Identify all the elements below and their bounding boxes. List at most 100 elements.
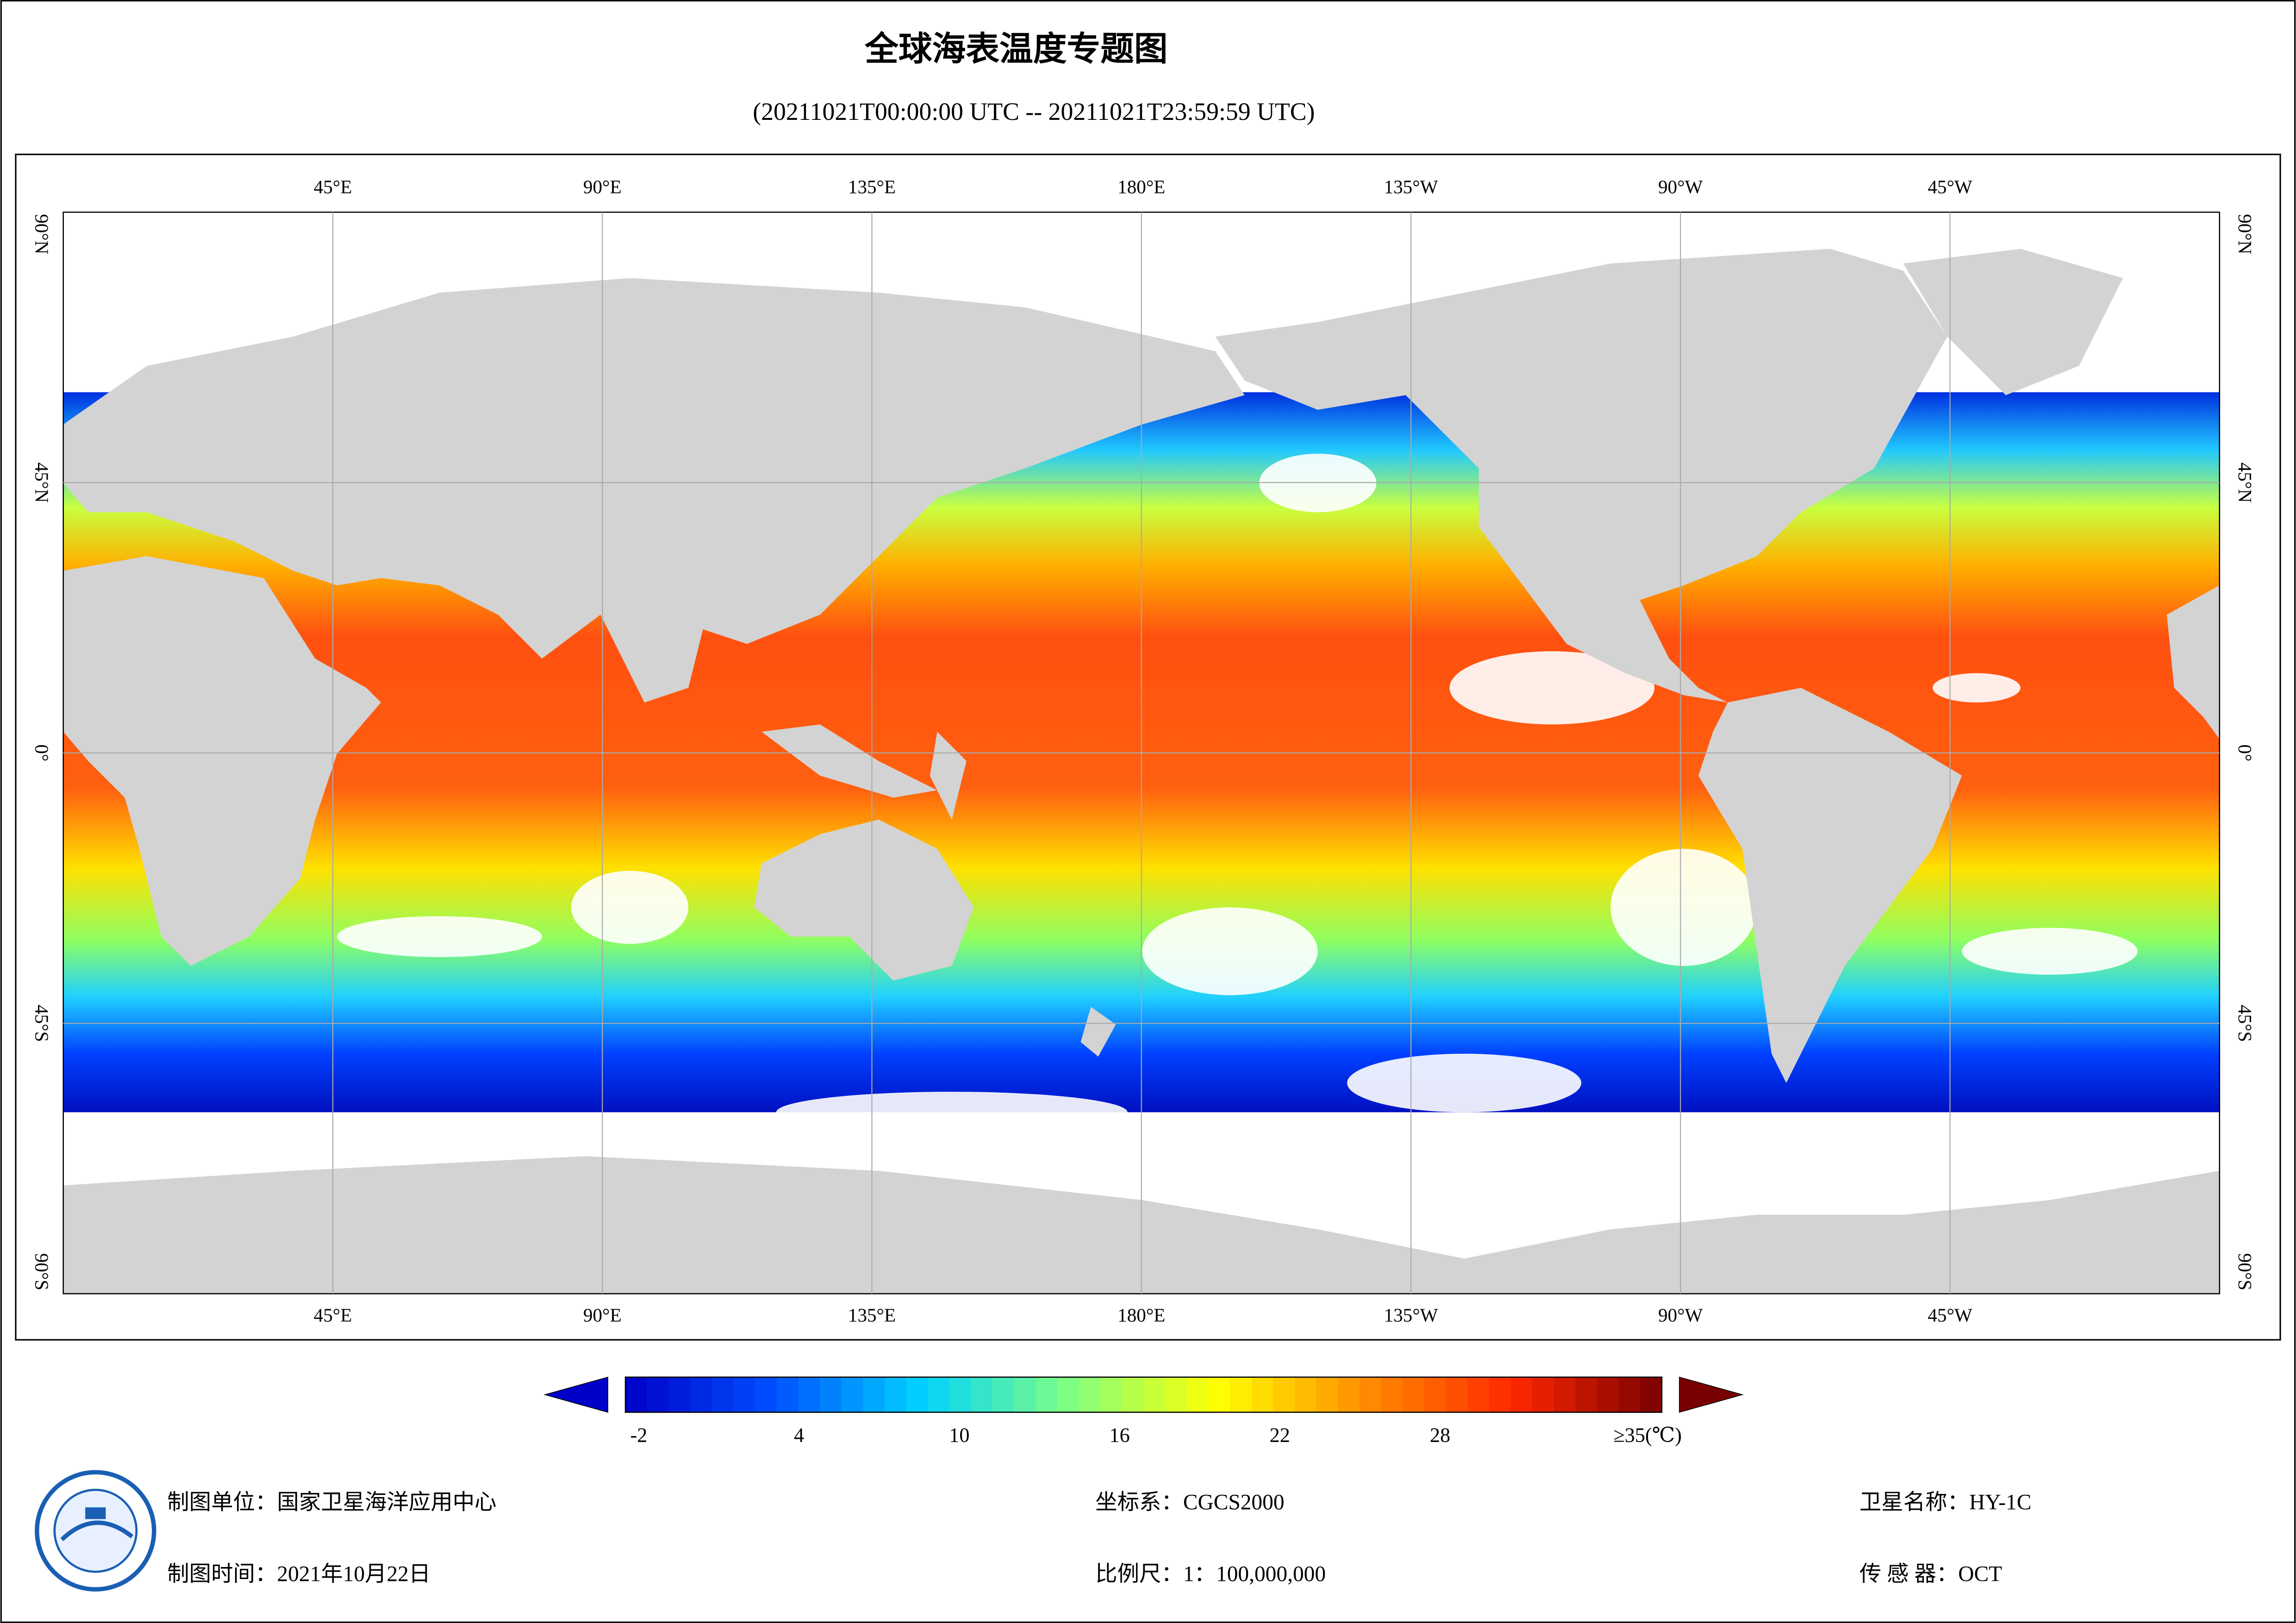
lon-label-bottom: 90°W [1658, 1305, 1703, 1326]
colorbar-cell [1424, 1377, 1447, 1412]
lon-label-bottom: 45°W [1928, 1305, 1972, 1326]
lon-label-top: 90°W [1658, 176, 1703, 197]
colorbar-cell [1057, 1377, 1079, 1412]
lat-label-left: 45°N [31, 462, 53, 503]
colorbar-cell [1143, 1377, 1166, 1412]
map-frame [15, 154, 2281, 1341]
colorbar-cell [711, 1377, 734, 1412]
colorbar-tick-label: 10 [949, 1424, 969, 1447]
colorbar-tick-label: -2 [630, 1424, 647, 1447]
colorbar-cell [1467, 1377, 1490, 1412]
lat-label-left: 90°N [31, 214, 53, 254]
colorbar-cell [1532, 1377, 1554, 1412]
lon-label-top: 90°E [583, 176, 622, 197]
colorbar-cell [690, 1377, 712, 1412]
lat-label-left: 90°S [31, 1253, 53, 1290]
satellite: 卫星名称：HY-1C [1859, 1491, 2031, 1515]
colorbar-cell [1554, 1377, 1576, 1412]
colorbar-cell [1014, 1377, 1036, 1412]
colorbar-cell [863, 1377, 885, 1412]
colorbar-cell [841, 1377, 864, 1412]
lat-label-left: 0° [31, 745, 53, 762]
lon-label-top: 45°W [1928, 176, 1972, 197]
colorbar-tick-label: 22 [1270, 1424, 1290, 1447]
colorbar-cell [733, 1377, 755, 1412]
colorbar-cell [1251, 1377, 1274, 1412]
colorbar-cell [971, 1377, 993, 1412]
colorbar-cell [949, 1377, 972, 1412]
colorbar-cell [647, 1377, 669, 1412]
landmass [1215, 249, 1947, 703]
colorbar-cell [1122, 1377, 1144, 1412]
colorbar-frame [624, 1376, 1663, 1413]
date: 制图时间：2021年10月22日 [167, 1562, 430, 1586]
colorbar-cell [1338, 1377, 1360, 1412]
landmass [761, 724, 937, 798]
logo [35, 1470, 156, 1592]
colorbar-cell [1208, 1377, 1231, 1412]
scale: 比例尺：1：100,000,000 [1095, 1562, 1326, 1586]
landmass [63, 278, 1245, 703]
cloud-gaps [337, 454, 2138, 1133]
colorbar-cell [884, 1377, 907, 1412]
landmass [930, 732, 967, 820]
landmass [1080, 1007, 1116, 1057]
lon-label-bottom: 45°E [314, 1305, 352, 1326]
colorbar-cell [1036, 1377, 1058, 1412]
lon-label-bottom: 180°E [1117, 1305, 1165, 1326]
colorbar-cell [668, 1377, 691, 1412]
colorbar-cell [1186, 1377, 1209, 1412]
lon-label-bottom: 90°E [583, 1305, 622, 1326]
colorbar-cell [1100, 1377, 1123, 1412]
lat-label-right: 0° [2234, 745, 2256, 762]
colorbar-cell [1381, 1377, 1404, 1412]
subtitle: (20211021T00:00:00 UTC -- 20211021T23:59… [753, 98, 1315, 125]
colorbar-tick-label: 16 [1109, 1424, 1129, 1447]
colorbar-cell [1510, 1377, 1533, 1412]
colorbar-cell [1446, 1377, 1468, 1412]
colorbar-cell [819, 1377, 842, 1412]
colorbar-cell [1403, 1377, 1425, 1412]
colorbar-cell [755, 1377, 777, 1412]
colorbar-tick-label: ≥35(℃) [1613, 1424, 1682, 1447]
colorbar-cell [1489, 1377, 1511, 1412]
colorbar-under [543, 1376, 608, 1413]
colorbar-cell [1640, 1377, 1662, 1412]
colorbar-cell [992, 1377, 1015, 1412]
lon-label-bottom: 135°E [848, 1305, 896, 1326]
colorbar-cell [776, 1377, 799, 1412]
lon-label-top: 135°W [1384, 176, 1438, 197]
colorbar-cell [1273, 1377, 1295, 1412]
colorbar-cell [625, 1377, 648, 1412]
map [62, 211, 2221, 1294]
colorbar-cell [1165, 1377, 1187, 1412]
crs: 坐标系：CGCS2000 [1095, 1491, 1284, 1515]
sensor: 传 感 器：OCT [1859, 1562, 2002, 1586]
colorbar-cell [1316, 1377, 1339, 1412]
lat-label-left: 45°S [31, 1005, 53, 1042]
title: 全球海表温度专题图 [864, 30, 1167, 69]
unit: 制图单位：国家卫星海洋应用中心 [167, 1491, 496, 1515]
landmass [1698, 688, 1962, 1083]
lon-label-top: 135°E [848, 176, 896, 197]
lon-label-top: 180°E [1117, 176, 1165, 197]
colorbar-cell [1618, 1377, 1641, 1412]
lon-label-top: 45°E [314, 176, 352, 197]
colorbar-cell [798, 1377, 820, 1412]
colorbar-cell [1575, 1377, 1597, 1412]
colorbar-cell [928, 1377, 950, 1412]
colorbar-over [1679, 1376, 1744, 1413]
colorbar-cell [906, 1377, 929, 1412]
colorbar-cell [1295, 1377, 1317, 1412]
lon-label-bottom: 135°W [1384, 1305, 1438, 1326]
colorbar-tick-label: 28 [1430, 1424, 1450, 1447]
landmass [754, 819, 974, 981]
lat-label-right: 90°S [2234, 1253, 2256, 1290]
colorbar-cell [1230, 1377, 1252, 1412]
landmass [1903, 249, 2123, 395]
lat-label-right: 45°N [2234, 462, 2256, 503]
colorbar-cell [1079, 1377, 1101, 1412]
lat-label-right: 90°N [2234, 214, 2256, 254]
